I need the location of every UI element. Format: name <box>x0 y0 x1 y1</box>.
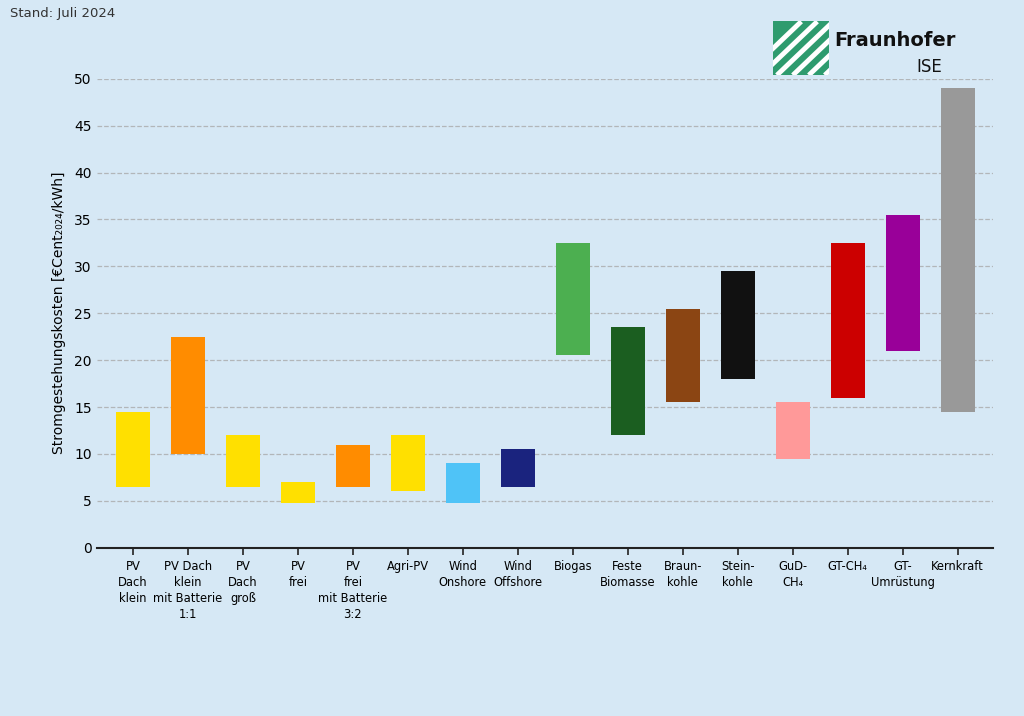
Bar <box>556 243 590 355</box>
Bar <box>666 309 699 402</box>
Bar <box>171 337 205 454</box>
Text: Fraunhofer: Fraunhofer <box>835 31 956 50</box>
Bar <box>940 88 975 412</box>
Bar <box>445 463 480 503</box>
Bar <box>886 215 920 351</box>
Bar <box>501 449 535 487</box>
Bar <box>281 482 315 503</box>
Bar <box>336 445 370 487</box>
Bar <box>226 435 260 487</box>
Bar <box>775 402 810 459</box>
Text: Stand: Juli 2024: Stand: Juli 2024 <box>10 7 116 20</box>
Bar <box>391 435 425 491</box>
Bar <box>116 412 151 487</box>
Bar <box>610 327 645 435</box>
Bar <box>721 271 755 379</box>
Y-axis label: Stromgestehungskosten [€Cent₂₀₂₄/kWh]: Stromgestehungskosten [€Cent₂₀₂₄/kWh] <box>52 172 66 455</box>
Bar <box>830 243 864 397</box>
Text: ISE: ISE <box>916 58 942 76</box>
